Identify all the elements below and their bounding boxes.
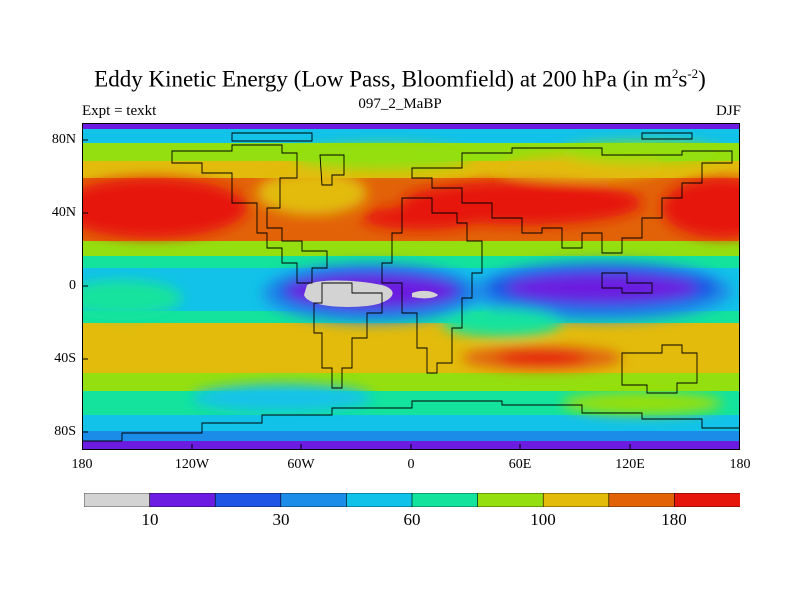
colorbar-label-180: 180 xyxy=(661,510,687,529)
coast-europe-africa xyxy=(381,197,483,374)
title-units-s: s xyxy=(678,66,688,92)
jet-core-east xyxy=(662,178,740,238)
colorbar-swatch xyxy=(346,493,413,507)
coast-north-america xyxy=(171,144,328,284)
jet-core-atlantic xyxy=(362,206,482,230)
colorbar-swatch xyxy=(214,493,282,507)
south-green-east xyxy=(562,391,722,415)
lat-label-40s: 40S xyxy=(54,351,76,366)
colorbar-label-30: 30 xyxy=(272,510,290,529)
plot-subtitle: 097_2_MaBP xyxy=(358,96,442,112)
season-label: DJF xyxy=(715,103,741,119)
lat-label-80n: 80N xyxy=(51,132,76,147)
green-arctic-2 xyxy=(562,143,722,163)
colorbar-swatch xyxy=(149,493,216,507)
tropical-green-mid xyxy=(442,309,562,337)
colorbar-swatch xyxy=(608,493,676,507)
colorbar-label-100: 100 xyxy=(530,510,556,529)
lon-label-120e: 120E xyxy=(615,457,645,472)
yellow-north-america xyxy=(257,171,367,215)
land-outline xyxy=(82,132,740,442)
coast-south-america xyxy=(313,282,383,389)
experiment-label: Expt = texkt xyxy=(82,103,157,119)
colorbar-swatch xyxy=(84,493,151,507)
coast-eurasia xyxy=(411,147,733,254)
title-text: Eddy Kinetic Energy (Low Pass, Bloomfiel… xyxy=(94,66,672,92)
colorbar-swatch xyxy=(411,493,479,507)
colorbar-label-10: 10 xyxy=(141,510,159,529)
lon-label-60w: 60W xyxy=(287,457,315,472)
band-antarctic-cyan xyxy=(82,415,740,435)
south-cyan-pacific xyxy=(192,384,372,412)
jet-core-pacific xyxy=(82,178,247,238)
band-antarctic-blue xyxy=(82,431,740,443)
colorbar xyxy=(84,493,740,507)
lon-label-0: 0 xyxy=(407,457,415,472)
plot-title: Eddy Kinetic Energy (Low Pass, Bloomfiel… xyxy=(0,66,800,93)
map-ticks xyxy=(82,139,631,450)
title-superscript-minus2: -2 xyxy=(687,66,699,81)
coast-se-asia xyxy=(601,272,653,294)
coast-antarctica xyxy=(82,400,740,442)
jet-core-south-red xyxy=(497,351,587,365)
colorbar-swatch xyxy=(280,493,348,507)
lat-label-40n: 40N xyxy=(51,205,76,220)
contour-map xyxy=(82,123,740,450)
lon-label-180w: 180 xyxy=(71,457,93,472)
colorbar-swatch xyxy=(674,493,740,507)
colorbar-swatch xyxy=(542,493,610,507)
green-arctic-1 xyxy=(292,146,472,170)
title-superscript-2: 2 xyxy=(671,66,679,81)
tropical-green-west xyxy=(82,280,182,316)
lon-label-180e: 180 xyxy=(729,457,751,472)
band-polar-north xyxy=(82,123,740,129)
lon-label-120w: 120W xyxy=(174,457,210,472)
title-close: ) xyxy=(698,66,706,92)
coast-arctic-islands xyxy=(231,132,693,142)
min-core-west xyxy=(304,280,393,307)
lat-label-0: 0 xyxy=(69,278,76,293)
lat-label-80s: 80S xyxy=(54,424,76,439)
colorbar-swatch xyxy=(477,493,545,507)
colorbar-label-60: 60 xyxy=(403,510,421,529)
coast-australia xyxy=(621,344,698,394)
min-core-east xyxy=(412,290,438,299)
coast-greenland xyxy=(319,154,345,186)
lon-label-60e: 60E xyxy=(508,457,532,472)
